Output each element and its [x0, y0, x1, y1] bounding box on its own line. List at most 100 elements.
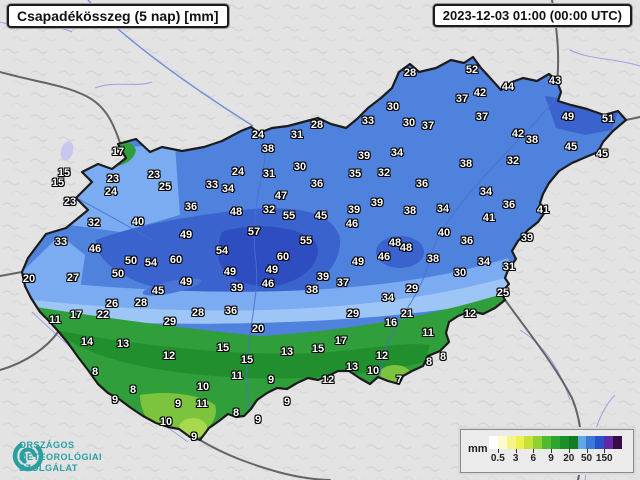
station-value-label: 36	[415, 178, 429, 190]
station-value-label: 8	[439, 351, 447, 363]
legend-color-cell	[577, 436, 587, 449]
station-value-label: 36	[184, 201, 198, 213]
station-value-label: 49	[265, 264, 279, 276]
station-value-label: 25	[158, 181, 172, 193]
station-value-label: 30	[402, 117, 416, 129]
station-value-label: 39	[520, 232, 534, 244]
legend-tick-mark	[497, 449, 499, 453]
station-value-label: 8	[129, 384, 137, 396]
station-value-label: 15	[51, 177, 65, 189]
station-value-label: 42	[511, 128, 525, 140]
legend-color-cell	[604, 436, 614, 449]
legend-color-cell	[568, 436, 578, 449]
station-value-label: 38	[525, 134, 539, 146]
hungary-border	[20, 55, 628, 442]
station-value-label: 11	[49, 314, 61, 326]
legend-color-cell	[542, 436, 552, 449]
station-value-label: 38	[261, 143, 275, 155]
station-value-label: 25	[496, 287, 510, 299]
station-value-label: 55	[299, 235, 313, 247]
station-value-label: 54	[215, 245, 229, 257]
station-value-label: 49	[179, 276, 193, 288]
station-value-label: 14	[80, 336, 94, 348]
station-value-label: 34	[479, 186, 493, 198]
station-value-label: 11	[231, 370, 243, 382]
station-value-label: 39	[370, 197, 384, 209]
legend-tick-label: 9	[548, 453, 554, 464]
station-value-label: 31	[290, 129, 304, 141]
station-value-label: 29	[163, 316, 177, 328]
station-value-label: 39	[230, 282, 244, 294]
station-value-label: 37	[336, 277, 350, 289]
legend-color-cell	[551, 436, 560, 449]
station-value-label: 40	[131, 216, 145, 228]
station-value-label: 9	[267, 374, 275, 386]
station-value-label: 28	[310, 119, 324, 131]
station-value-label: 34	[390, 147, 404, 159]
station-value-label: 45	[314, 210, 328, 222]
legend-tick-label: 20	[563, 453, 575, 464]
station-value-label: 36	[224, 305, 238, 317]
legend-tick-label: 50	[580, 453, 593, 464]
station-value-label: 28	[403, 67, 417, 79]
station-value-label: 46	[88, 243, 102, 255]
station-value-label: 30	[386, 101, 400, 113]
legend-color-cell	[586, 436, 596, 449]
legend-tick-label: 6	[530, 453, 537, 464]
station-value-label: 24	[104, 186, 118, 198]
station-value-label: 23	[147, 169, 161, 181]
station-value-label: 45	[564, 141, 578, 153]
station-value-label: 39	[347, 204, 361, 216]
station-value-label: 57	[247, 226, 261, 238]
legend-color-bar	[489, 436, 622, 449]
station-value-label: 24	[231, 166, 245, 178]
station-value-label: 36	[502, 199, 516, 211]
station-value-label: 32	[262, 204, 276, 216]
station-value-label: 48	[388, 237, 402, 249]
station-value-label: 9	[111, 394, 119, 406]
station-value-label: 27	[66, 272, 80, 284]
station-value-label: 37	[475, 111, 489, 123]
station-value-label: 47	[274, 190, 288, 202]
station-value-label: 26	[105, 298, 119, 310]
station-value-label: 29	[346, 308, 360, 320]
logo-line-3: SZOLGÁLAT	[19, 462, 78, 473]
station-value-label: 8	[91, 366, 99, 378]
station-value-label: 38	[459, 158, 473, 170]
station-value-label: 34	[381, 292, 395, 304]
station-value-label: 50	[111, 268, 125, 280]
station-value-label: 9	[283, 396, 291, 408]
station-value-label: 49	[351, 256, 365, 268]
station-value-label: 45	[595, 148, 609, 160]
station-value-label: 9	[254, 414, 262, 426]
legend-color-cell	[497, 436, 507, 449]
station-value-label: 44	[501, 81, 515, 93]
station-value-label: 60	[169, 254, 183, 266]
station-value-label: 46	[377, 251, 391, 263]
station-value-label: 55	[282, 210, 296, 222]
station-value-label: 38	[403, 205, 417, 217]
station-value-label: 17	[334, 335, 348, 347]
omsz-logo: ORSZÁGOS METEOROLÓGIAI SZOLGÁLAT	[12, 440, 102, 474]
omsz-spiral-icon	[12, 441, 44, 472]
station-value-label: 29	[405, 283, 419, 295]
station-value-label: 13	[345, 361, 359, 373]
logo-line-2: METEOROLÓGIAI	[19, 451, 102, 462]
legend-color-cell	[515, 436, 525, 449]
station-value-label: 36	[310, 178, 324, 190]
station-value-label: 40	[437, 227, 451, 239]
legend-color-cell	[533, 436, 543, 449]
station-value-label: 15	[240, 354, 254, 366]
station-value-label: 45	[151, 285, 165, 297]
station-value-label: 48	[399, 242, 413, 254]
legend-tick-label: 0.5	[490, 453, 505, 464]
station-value-label: 49	[223, 266, 237, 278]
station-value-label: 34	[436, 203, 450, 215]
legend-color-cell	[559, 436, 569, 449]
legend-color-cell	[595, 436, 605, 449]
station-value-label: 12	[463, 308, 477, 320]
station-value-label: 60	[276, 251, 290, 263]
